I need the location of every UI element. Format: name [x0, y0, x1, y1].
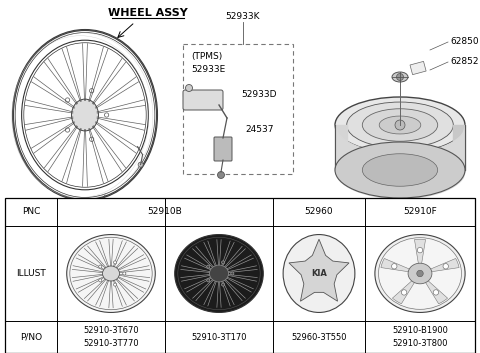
- Bar: [410, 61, 426, 74]
- Text: 52950: 52950: [76, 212, 104, 221]
- Text: PNC: PNC: [22, 208, 40, 216]
- Text: (TPMS): (TPMS): [191, 52, 222, 61]
- Ellipse shape: [335, 97, 465, 153]
- Text: P/NO: P/NO: [20, 333, 42, 341]
- Circle shape: [433, 290, 439, 295]
- Circle shape: [89, 137, 94, 142]
- Circle shape: [123, 272, 126, 275]
- Circle shape: [396, 73, 404, 80]
- Ellipse shape: [283, 234, 355, 312]
- Text: 52933D: 52933D: [241, 90, 276, 99]
- FancyBboxPatch shape: [183, 90, 223, 110]
- Polygon shape: [289, 239, 349, 301]
- Circle shape: [207, 279, 210, 282]
- Ellipse shape: [362, 109, 438, 141]
- Text: 52910-B1900
52910-3T800: 52910-B1900 52910-3T800: [392, 326, 448, 348]
- Circle shape: [185, 84, 192, 91]
- Text: 52910-3T170: 52910-3T170: [191, 333, 247, 341]
- Ellipse shape: [375, 234, 465, 312]
- Circle shape: [417, 270, 423, 277]
- Ellipse shape: [209, 265, 228, 282]
- Circle shape: [65, 98, 70, 102]
- Circle shape: [401, 290, 407, 295]
- Ellipse shape: [67, 234, 156, 312]
- Text: 52933: 52933: [89, 220, 117, 229]
- Circle shape: [105, 113, 109, 117]
- Text: 52910F: 52910F: [403, 208, 437, 216]
- Circle shape: [222, 261, 225, 264]
- Polygon shape: [381, 258, 410, 272]
- Text: 52933E: 52933E: [191, 65, 225, 74]
- Text: KIA: KIA: [311, 269, 327, 278]
- Polygon shape: [430, 258, 459, 272]
- Circle shape: [138, 162, 143, 167]
- Ellipse shape: [335, 142, 465, 198]
- Circle shape: [217, 172, 225, 179]
- Text: 52960: 52960: [305, 208, 333, 216]
- Ellipse shape: [379, 116, 421, 134]
- Polygon shape: [425, 280, 447, 304]
- Ellipse shape: [392, 72, 408, 82]
- Ellipse shape: [347, 102, 453, 148]
- Text: ILLUST: ILLUST: [16, 269, 46, 278]
- Text: 52910B: 52910B: [148, 208, 182, 216]
- Circle shape: [207, 265, 210, 268]
- Circle shape: [231, 272, 234, 275]
- Text: 52960-3T550: 52960-3T550: [291, 333, 347, 341]
- Text: 62850: 62850: [450, 37, 479, 47]
- Circle shape: [392, 264, 397, 269]
- Circle shape: [443, 264, 448, 269]
- Ellipse shape: [362, 154, 438, 186]
- Ellipse shape: [379, 238, 461, 309]
- Circle shape: [99, 279, 102, 282]
- FancyBboxPatch shape: [183, 44, 293, 174]
- Text: 24537: 24537: [245, 125, 274, 134]
- Text: 52933K: 52933K: [226, 12, 260, 21]
- Text: 62852: 62852: [450, 58, 479, 66]
- Circle shape: [222, 283, 225, 286]
- Circle shape: [417, 247, 423, 253]
- Ellipse shape: [175, 234, 263, 312]
- Circle shape: [99, 265, 102, 268]
- Polygon shape: [453, 125, 465, 170]
- Ellipse shape: [72, 99, 98, 131]
- Circle shape: [89, 89, 94, 93]
- Circle shape: [114, 261, 117, 264]
- Text: 52910-3T670
52910-3T770: 52910-3T670 52910-3T770: [83, 326, 139, 348]
- Circle shape: [114, 283, 117, 286]
- Polygon shape: [335, 125, 347, 170]
- FancyBboxPatch shape: [214, 137, 232, 161]
- Polygon shape: [393, 280, 415, 304]
- Circle shape: [65, 128, 70, 132]
- Text: WHEEL ASSY: WHEEL ASSY: [108, 8, 188, 18]
- Ellipse shape: [103, 266, 120, 281]
- Circle shape: [395, 120, 405, 130]
- Bar: [5, 198, 475, 353]
- Polygon shape: [414, 239, 426, 264]
- Ellipse shape: [408, 263, 432, 284]
